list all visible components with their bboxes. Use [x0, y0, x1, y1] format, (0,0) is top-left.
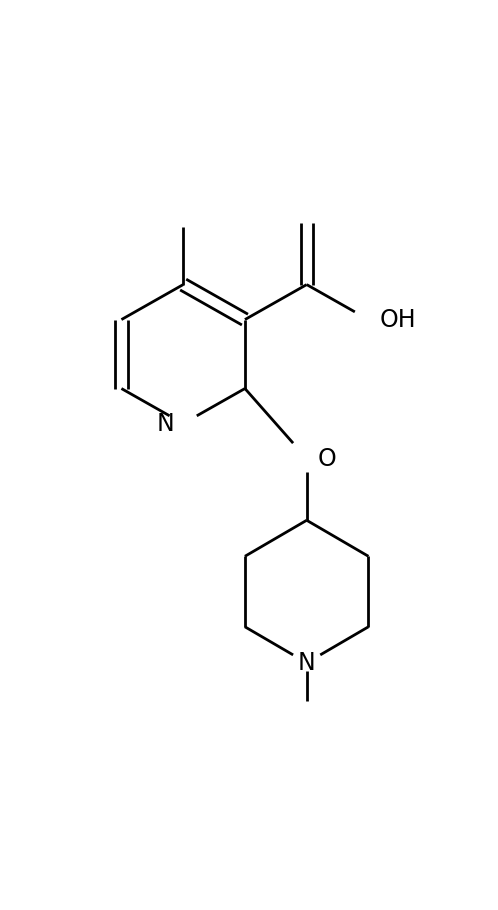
Text: OH: OH [380, 308, 416, 331]
Text: N: N [156, 411, 174, 436]
Text: N: N [298, 651, 316, 675]
Text: O: O [318, 447, 337, 470]
